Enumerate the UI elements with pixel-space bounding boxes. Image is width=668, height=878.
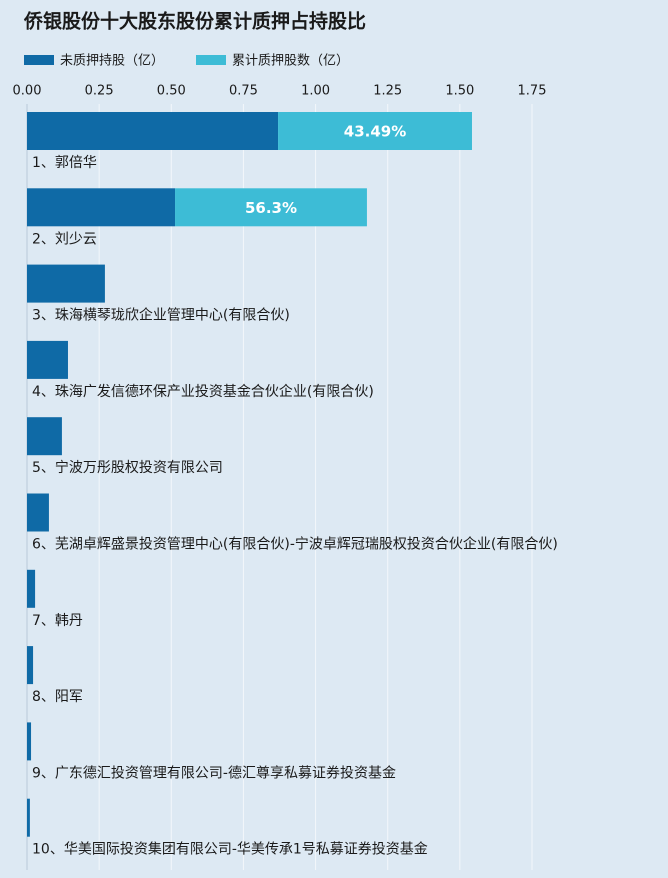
category-label: 9、广东德汇投资管理有限公司-德汇尊享私募证券投资基金 bbox=[32, 764, 396, 781]
bar bbox=[27, 112, 279, 150]
chart-title: 侨银股份十大股东股份累计质押占持股比 bbox=[23, 10, 366, 33]
bar bbox=[27, 340, 68, 379]
bar bbox=[27, 569, 36, 608]
x-tick-label: 0.00 bbox=[13, 84, 42, 99]
category-label: 10、华美国际投资集团有限公司-华美传承1号私募证券投资基金 bbox=[32, 841, 428, 858]
bar bbox=[27, 264, 105, 303]
category-label: 7、韩丹 bbox=[32, 613, 83, 629]
x-tick-label: 1.75 bbox=[518, 84, 547, 99]
bar bbox=[27, 722, 32, 761]
bar bbox=[278, 112, 472, 150]
x-tick-label: 0.25 bbox=[85, 84, 114, 99]
category-label: 6、芜湖卓辉盛景投资管理中心(有限合伙)-宁波卓辉冠瑞股权投资合伙企业(有限合伙… bbox=[32, 536, 558, 553]
legend-swatch bbox=[196, 55, 226, 65]
bar bbox=[27, 493, 49, 532]
bar bbox=[175, 188, 367, 227]
category-label: 5、宁波万彤股权投资有限公司 bbox=[32, 459, 223, 476]
x-tick-label: 1.00 bbox=[301, 84, 330, 99]
category-label: 4、珠海广发信德环保产业投资基金合伙企业(有限合伙) bbox=[32, 383, 374, 400]
data-label: 43.49% bbox=[344, 123, 406, 141]
legend-label: 累计质押股数（亿） bbox=[232, 54, 349, 69]
bar bbox=[27, 646, 34, 685]
category-label: 1、郭倍华 bbox=[32, 154, 97, 171]
bar bbox=[27, 188, 176, 227]
data-label: 56.3% bbox=[245, 199, 297, 217]
bar bbox=[27, 417, 62, 456]
legend-label: 未质押持股（亿） bbox=[60, 54, 164, 69]
category-label: 2、刘少云 bbox=[32, 231, 97, 247]
bar bbox=[27, 798, 30, 837]
x-tick-label: 0.50 bbox=[157, 84, 186, 99]
x-tick-label: 1.50 bbox=[445, 84, 474, 99]
category-label: 3、珠海横琴珑欣企业管理中心(有限合伙) bbox=[32, 307, 290, 324]
x-tick-label: 1.25 bbox=[373, 84, 402, 99]
category-label: 8、阳军 bbox=[32, 689, 83, 705]
x-tick-label: 0.75 bbox=[229, 84, 258, 99]
legend-swatch bbox=[24, 55, 54, 65]
